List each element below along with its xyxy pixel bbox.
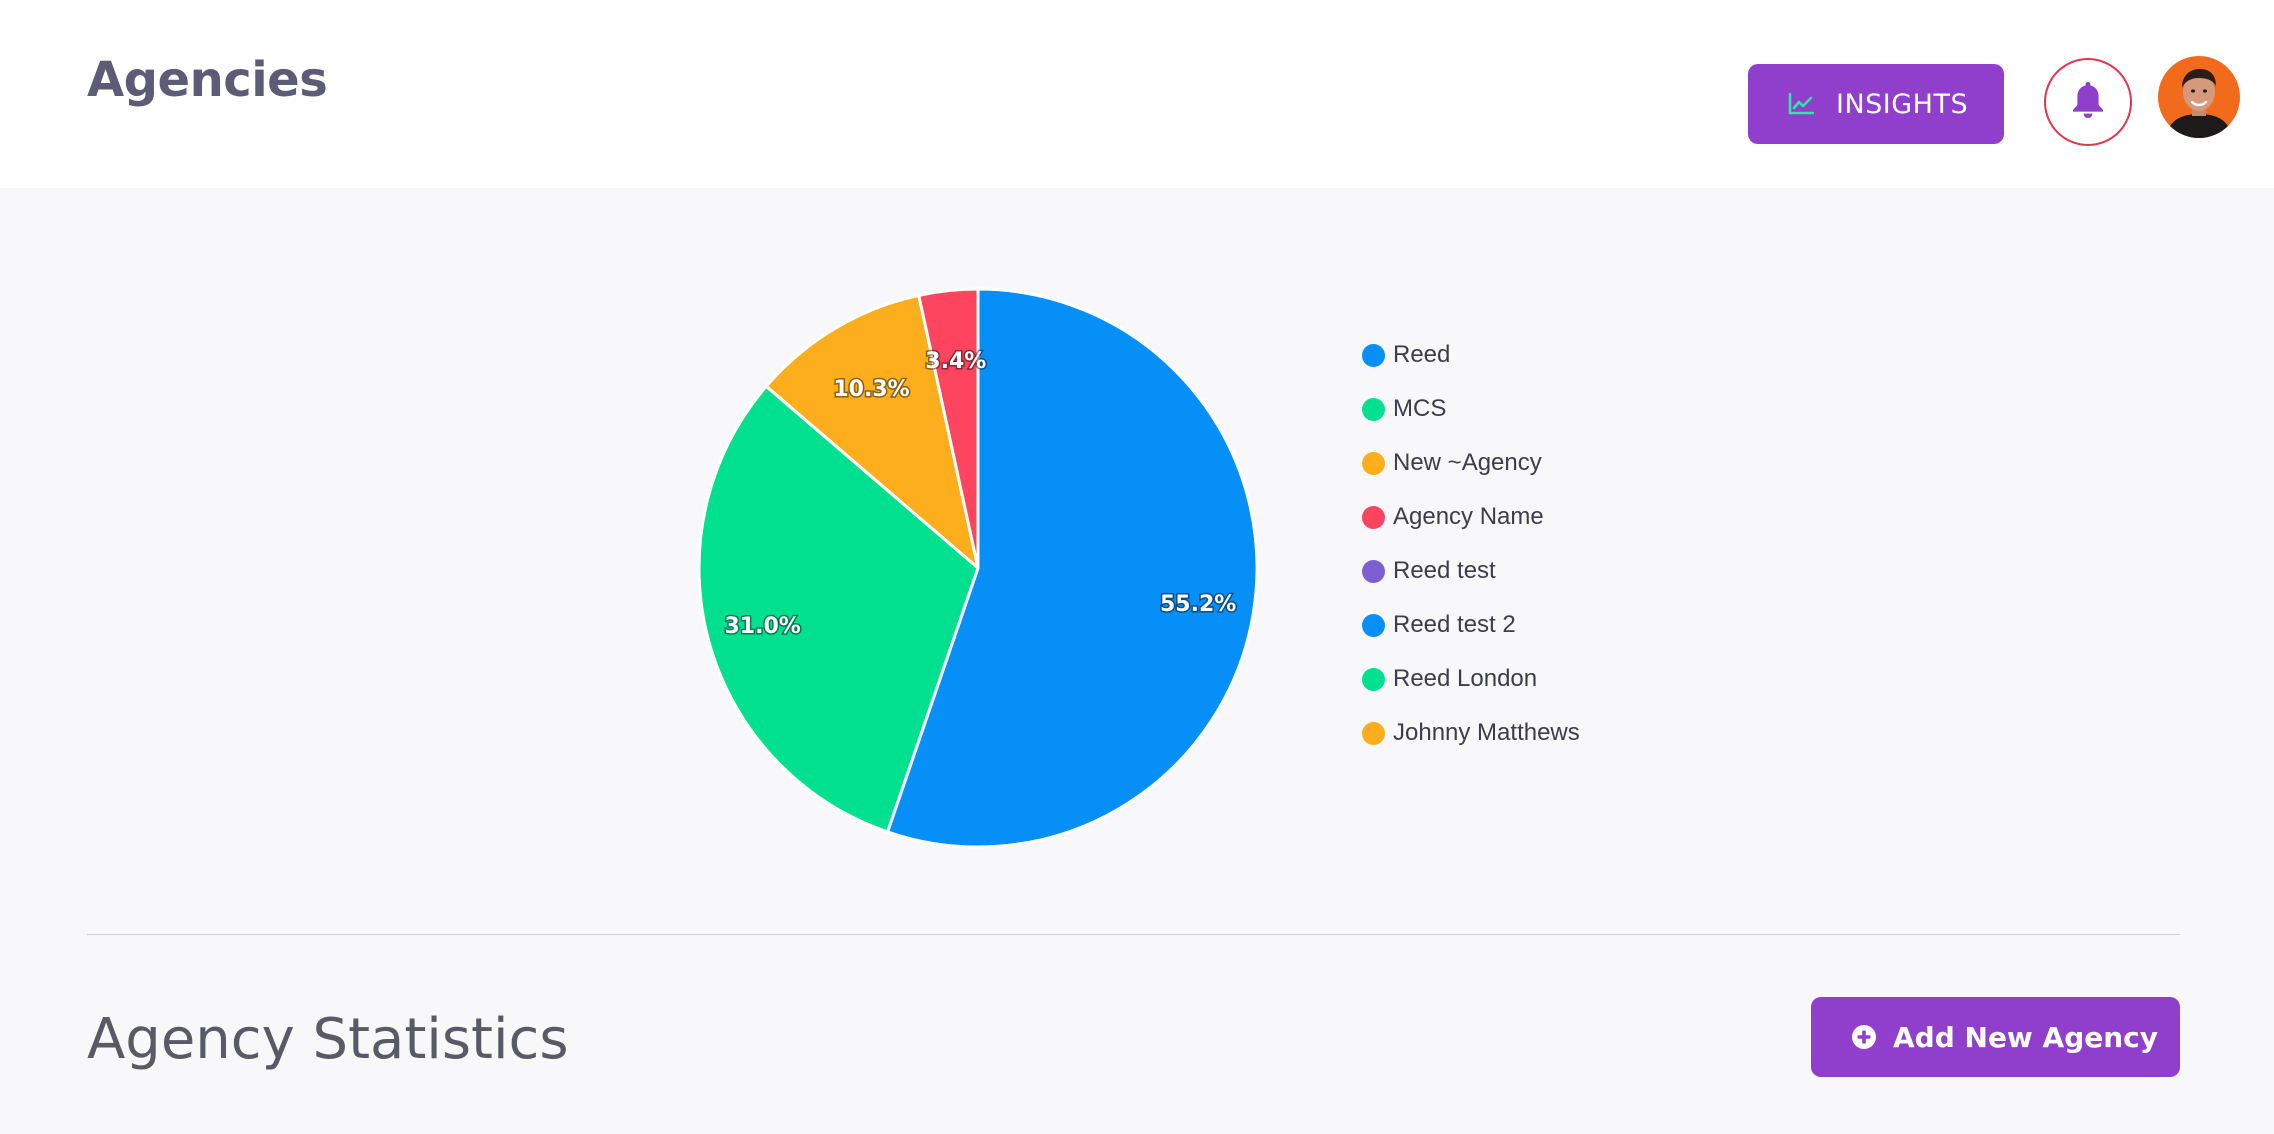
legend-label: MCS — [1393, 395, 1447, 422]
legend-marker — [1362, 613, 1385, 637]
legend-item[interactable]: Reed test — [1362, 544, 1580, 598]
section-divider — [87, 934, 2180, 935]
agency-chart-section: 55.2% 31.0% 10.3% 3.4% Reed MCS New ~Agency Ag… — [0, 188, 2274, 934]
bell-icon — [2071, 80, 2105, 125]
legend-label: Reed London — [1393, 665, 1538, 692]
pie-slice-mcs[interactable] — [697, 384, 980, 834]
legend-item[interactable]: Reed London — [1362, 652, 1580, 706]
pie-slice-reed[interactable] — [886, 287, 1259, 849]
legend-marker — [1362, 505, 1385, 529]
chart-legend: Reed MCS New ~Agency Agency Name Reed test Re… — [1362, 328, 1580, 760]
slice-data-label: 10.3% — [833, 377, 909, 402]
user-avatar[interactable] — [2158, 56, 2240, 138]
pie-slice-new-agency[interactable] — [764, 293, 980, 570]
trend-chart-icon — [1788, 93, 1814, 115]
slice-data-label: 31.0% — [724, 614, 800, 639]
top-header: Agencies INSIGHTS — [0, 0, 2274, 188]
plus-circle-icon — [1851, 1024, 1877, 1050]
legend-label: Reed test — [1393, 557, 1496, 584]
legend-marker — [1362, 343, 1385, 367]
legend-item[interactable]: Johnny Matthews — [1362, 706, 1580, 760]
legend-marker — [1362, 451, 1385, 475]
insights-button[interactable]: INSIGHTS — [1748, 64, 2004, 144]
section-title: Agency Statistics — [87, 1007, 569, 1072]
slice-data-label: 3.4% — [925, 349, 986, 374]
legend-item[interactable]: New ~Agency — [1362, 436, 1580, 490]
legend-item[interactable]: Agency Name — [1362, 490, 1580, 544]
legend-label: Reed test 2 — [1393, 611, 1516, 638]
pie-slice-agency-name[interactable] — [917, 287, 980, 570]
legend-label: Agency Name — [1393, 503, 1544, 530]
legend-marker — [1362, 721, 1385, 745]
insights-button-label: INSIGHTS — [1836, 88, 1969, 120]
legend-marker — [1362, 559, 1385, 583]
add-new-agency-button[interactable]: Add New Agency — [1811, 997, 2180, 1077]
legend-label: New ~Agency — [1393, 449, 1542, 476]
notifications-button[interactable] — [2044, 58, 2132, 146]
legend-label: Johnny Matthews — [1393, 719, 1580, 746]
legend-item[interactable]: Reed — [1362, 328, 1580, 382]
legend-marker — [1362, 667, 1385, 691]
add-new-agency-label: Add New Agency — [1893, 1020, 2159, 1054]
legend-label: Reed — [1393, 341, 1451, 368]
legend-item[interactable]: Reed test 2 — [1362, 598, 1580, 652]
legend-marker — [1362, 397, 1385, 421]
slice-data-label: 55.2% — [1160, 592, 1236, 617]
agency-pie-chart: 55.2% 31.0% 10.3% 3.4% — [697, 287, 1259, 849]
legend-item[interactable]: MCS — [1362, 382, 1580, 436]
page-title: Agencies — [87, 52, 328, 108]
